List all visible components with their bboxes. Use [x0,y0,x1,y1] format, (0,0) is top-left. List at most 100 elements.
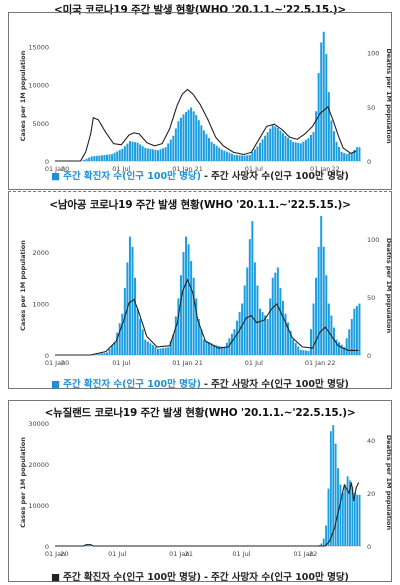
x-tick-label: 01 Jan 21 [172,359,203,367]
y2-tick-label: 100 [367,236,379,244]
cases-bar [256,146,258,161]
cases-bar [353,309,355,355]
cases-bar [328,304,330,355]
cases-bar [139,319,141,355]
cases-bar [254,149,256,161]
cases-bar [262,139,264,161]
cases-bar [249,239,251,355]
cases-bar [274,273,276,355]
cases-bar [162,348,164,355]
cases-bar [109,154,111,161]
cases-bar [272,125,274,161]
cases-bar [234,329,236,355]
cases-bar [223,151,225,161]
cases-bar [234,155,236,161]
cases-bar [279,131,281,161]
legend-deaths-marker: - [204,171,208,182]
cases-bar [193,111,195,161]
cases-bar [188,244,190,355]
y2-tick-label: 0 [367,158,371,166]
cases-bar [269,298,271,355]
cases-bar [167,347,169,355]
cases-bar [226,343,228,355]
cases-bar [175,129,177,162]
cases-bar [307,351,309,355]
cases-bar [88,158,90,161]
cases-bar [223,347,225,355]
cases-bar [213,144,215,161]
cases-bar [259,309,261,355]
cases-bar [205,134,207,161]
cases-bar [339,485,341,546]
cases-bar [111,154,113,161]
cases-bar [98,156,100,161]
cases-bar [86,159,88,161]
cases-bar [200,125,202,161]
cases-bar [172,136,174,161]
cases-bar [154,150,156,161]
cases-bar [152,345,154,355]
legend-cases-label: 주간 확진자 수(인구 100만 명당) [63,171,201,182]
cases-bar [344,485,346,546]
cases-bar [264,136,266,161]
y-tick-label: 1000 [32,301,49,309]
cases-bar [310,329,312,355]
cases-bar [330,120,332,161]
cases-bar [347,476,349,546]
cases-bar [106,155,108,161]
cases-bar [343,153,345,161]
cases-bar [333,131,335,161]
cases-bar [338,147,340,161]
cases-bar [129,141,131,161]
cases-bar [348,153,350,161]
cases-bar [226,152,228,161]
cases-bar [103,353,105,355]
cases-bar [262,312,264,355]
cases-bar [185,112,187,161]
cases-bar [190,261,192,355]
cases-bar [341,345,343,355]
cases-bar [336,142,338,161]
cases-bar [328,92,330,161]
cases-bar [205,341,207,355]
deaths-line [55,483,359,547]
cases-bar [254,262,256,355]
cases-bar [269,129,271,161]
cases-bar [285,136,287,161]
cases-bar [101,155,103,161]
y-axis-title: Cases per 1M population [19,437,27,528]
y-tick-label: 20000 [28,461,49,469]
cases-bar [139,144,141,161]
cases-bar [320,216,322,355]
cases-bar [160,149,162,161]
cases-bar [351,319,353,355]
cases-bar [198,120,200,161]
cases-bar [244,156,246,161]
cases-bar [149,149,151,161]
cases-bar [114,153,116,161]
cases-bar [111,346,113,355]
cases-bar [165,348,167,355]
cases-bar [96,156,98,161]
cases-bar [154,347,156,355]
legend-cases-marker: ■ [51,171,60,182]
legend-deaths-marker: - [204,572,208,583]
y-tick-label: 2000 [32,249,49,257]
y2-tick-label: 100 [367,50,379,58]
cases-bar [274,127,276,161]
cases-bar [144,340,146,355]
cases-bar [177,121,179,161]
cases-bar [190,107,192,161]
y2-tick-label: 0 [367,352,371,360]
cases-bar [330,431,332,546]
y2-axis-title: Deaths per 1M population [385,238,391,334]
x-tick-label: 01 Jul [112,359,130,367]
cases-bar [124,288,126,355]
cases-bar [325,275,327,355]
y2-tick-label: 40 [367,437,375,445]
x-tick-label: 20 [61,359,69,367]
cases-bar [106,352,108,355]
cases-bar [134,278,136,355]
cases-bar [188,110,190,161]
